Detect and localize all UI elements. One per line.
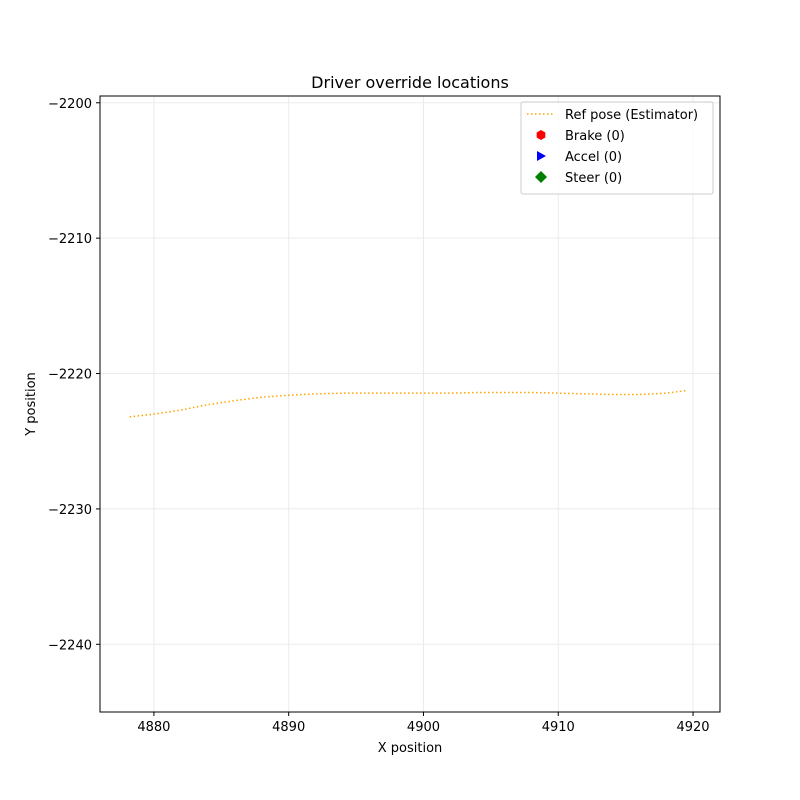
plot-series [129,389,688,418]
legend: Ref pose (Estimator) Brake (0) Accel (0) St… [520,101,714,195]
y-axis-ticks: −2200 −2210 −2220 −2230 −2240 [48,97,100,653]
legend-swatch [536,130,546,140]
grid [100,96,720,712]
x-tick-label: 4910 [542,720,575,735]
y-tick-label: −2220 [48,368,92,383]
y-tick-label: −2240 [48,638,92,653]
legend-label: Steer (0) [565,171,622,186]
x-tick-label: 4900 [407,720,440,735]
chart-title: Driver override locations [311,73,509,92]
x-axis-ticks: 4880 4890 4900 4910 4920 [137,712,710,735]
legend-label: Brake (0) [565,129,625,144]
legend-box [520,101,714,195]
legend-swatch [535,171,547,183]
plot-area-frame [99,95,721,713]
x-axis-title: X position [378,741,443,756]
y-axis-title: Y position [24,372,39,437]
legend-swatch [537,151,546,161]
y-tick-label: −2210 [48,232,92,247]
ref-pose-line [129,389,688,418]
y-tick-label: −2200 [48,97,92,112]
legend-label: Accel (0) [565,150,622,165]
y-tick-label: −2230 [48,503,92,518]
x-tick-label: 4920 [676,720,709,735]
x-tick-label: 4880 [137,720,170,735]
legend-label: Ref pose (Estimator) [565,108,698,123]
x-tick-label: 4890 [272,720,305,735]
